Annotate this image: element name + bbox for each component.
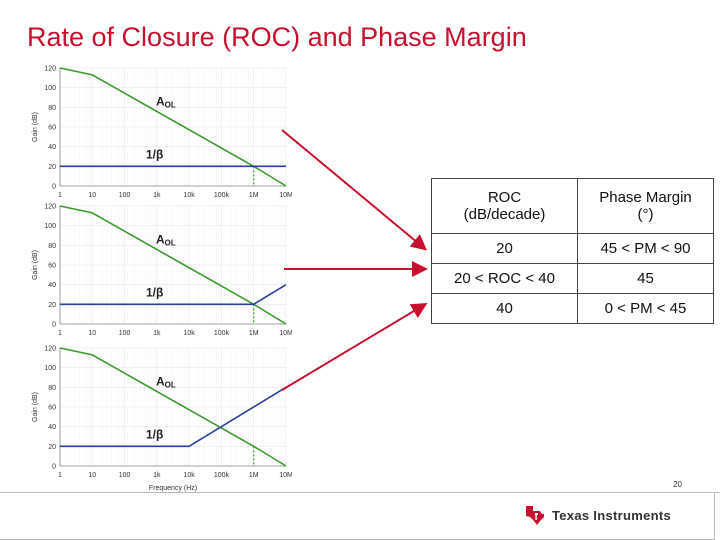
y-tick-label: 40: [48, 144, 56, 151]
x-tick-label: 10k: [183, 472, 195, 479]
table-cell-roc: 20 < ROC < 40: [431, 263, 578, 294]
y-tick-label: 0: [52, 322, 56, 329]
aol-curve: [59, 67, 287, 187]
logo-wordmark: Texas Instruments: [552, 507, 672, 523]
x-tick-label: 1k: [153, 192, 161, 199]
y-tick-label: 120: [44, 66, 56, 73]
x-tick-label: 100: [119, 192, 131, 199]
x-tick-label: 1: [58, 192, 62, 199]
table-cell-roc: 20: [431, 233, 578, 264]
x-tick-label: 100: [119, 330, 131, 337]
bode-plot-1: 0 20 40 60 80 100 120 1 10 100 1k 10k 100k 1M 10M Gain …: [28, 64, 292, 206]
slide-title: Rate of Closure (ROC) and Phase Margin: [27, 22, 527, 52]
y-axis-label: Gain (dB): [32, 250, 39, 280]
y-tick-label: 100: [44, 85, 56, 92]
bode-plot-3: 0 20 40 60 80 100 120 1 10 100 1k 10k 100k 1M 10M Gain …: [28, 344, 292, 496]
y-tick-label: 80: [48, 385, 56, 392]
y-tick-label: 20: [48, 302, 56, 309]
roc-phase-margin-table: ROC (dB/decade) Phase Margin (°) 20 45 <…: [431, 178, 714, 324]
y-tick-label: 100: [44, 365, 56, 372]
header-roc-line2: (dB/decade): [463, 206, 546, 223]
y-tick-label: 80: [48, 105, 56, 112]
inverse-beta-curve: [60, 386, 287, 448]
header-roc-line1: ROC: [487, 189, 522, 206]
bode-plot-2: 0 20 40 60 80 100 120 1 10 100 1k 10k 100k 1M 10M Gain …: [28, 202, 292, 344]
header-roc: ROC (dB/decade): [431, 178, 578, 234]
x-tick-label: 1: [58, 330, 62, 337]
y-tick-label: 20: [48, 164, 56, 171]
arrow-plot1-to-row1: [281, 129, 428, 251]
x-tick-label: 10: [88, 192, 96, 199]
y-tick-label: 120: [44, 204, 56, 211]
ti-logo: Texas Instruments: [524, 504, 671, 526]
x-tick-label: 10M: [279, 192, 292, 199]
x-tick-label: 100k: [214, 472, 230, 479]
texas-state-icon: [526, 506, 544, 525]
aol-curve: [59, 347, 287, 467]
table-header-row: ROC (dB/decade) Phase Margin (°): [431, 178, 714, 234]
y-tick-label: 80: [48, 243, 56, 250]
inverse-beta-curve: [60, 284, 287, 306]
aol-label-subscript: OL: [165, 100, 176, 109]
x-tick-label: 10k: [183, 192, 195, 199]
header-pm-line1: Phase Margin: [599, 189, 692, 206]
y-tick-label: 120: [44, 346, 56, 353]
x-tick-label: 1M: [249, 192, 259, 199]
page-number: 20: [673, 480, 682, 489]
x-tick-label: 10M: [279, 330, 292, 337]
x-tick-label: 1k: [153, 472, 161, 479]
x-tick-label: 1M: [249, 472, 259, 479]
y-tick-label: 0: [52, 464, 56, 471]
header-pm-line2: (°): [637, 206, 654, 223]
y-axis-label: Gain (dB): [32, 392, 39, 422]
aol-label-subscript: OL: [165, 380, 176, 389]
y-tick-label: 100: [44, 223, 56, 230]
x-tick-label: 10k: [183, 330, 195, 337]
table-cell-roc: 40: [431, 293, 578, 324]
x-tick-label: 1k: [153, 330, 161, 337]
x-axis-label: Frequency (Hz): [149, 485, 197, 492]
inverse-beta-label: 1/β: [146, 147, 163, 161]
inverse-beta-label: 1/β: [146, 427, 163, 441]
y-tick-label: 20: [48, 444, 56, 451]
footer-divider: [0, 492, 720, 493]
y-tick-label: 0: [52, 184, 56, 191]
inverse-beta-label: 1/β: [146, 285, 163, 299]
x-tick-label: 1M: [249, 330, 259, 337]
table-cell-pm: 0 < PM < 45: [577, 293, 714, 324]
y-tick-label: 60: [48, 405, 56, 412]
table-row: 40 0 < PM < 45: [431, 293, 714, 324]
x-tick-label: 100k: [214, 330, 230, 337]
y-tick-label: 60: [48, 263, 56, 270]
x-tick-label: 100k: [214, 192, 230, 199]
y-tick-label: 40: [48, 282, 56, 289]
x-tick-label: 10M: [279, 472, 292, 479]
table-row: 20 45 < PM < 90: [431, 233, 714, 264]
y-tick-label: 40: [48, 424, 56, 431]
y-axis-label: Gain (dB): [32, 112, 39, 142]
aol-label-subscript: OL: [165, 238, 176, 247]
x-tick-label: 10: [88, 330, 96, 337]
x-tick-label: 1: [58, 472, 62, 479]
table-cell-pm: 45 < PM < 90: [577, 233, 714, 264]
aol-curve: [59, 205, 287, 325]
x-tick-label: 100: [119, 472, 131, 479]
header-phase-margin: Phase Margin (°): [577, 178, 714, 234]
table-row: 20 < ROC < 40 45: [431, 263, 714, 294]
x-tick-label: 10: [88, 472, 96, 479]
y-tick-label: 60: [48, 125, 56, 132]
table-cell-pm: 45: [577, 263, 714, 294]
arrow-plot3-to-row3: [281, 302, 428, 391]
